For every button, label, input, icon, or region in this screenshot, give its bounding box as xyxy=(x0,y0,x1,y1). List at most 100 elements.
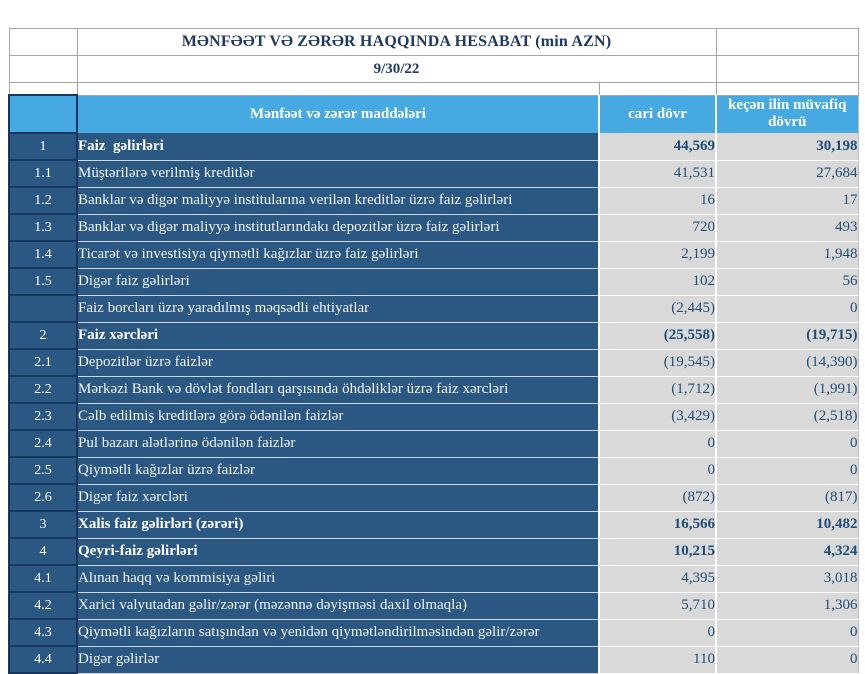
row-number: 2 xyxy=(8,321,78,350)
row-previous-value: 10,482 xyxy=(715,511,859,539)
row-label: Qiymətli kağızlar üzrə faizlər xyxy=(77,457,599,485)
row-previous-value: 56 xyxy=(715,268,859,296)
table-row: 4.2 Xarici valyutadan gəlir/zərər (məzənn… xyxy=(8,591,859,620)
row-number: 1.5 xyxy=(8,267,78,296)
row-label: Müştərilərə verilmiş kreditlər xyxy=(77,160,599,188)
row-previous-value: 493 xyxy=(715,214,859,242)
table-row: 2.1 Depozitlər üzrə faizlər (19,545) (14,39… xyxy=(8,348,859,377)
row-previous-value: (817) xyxy=(715,484,859,512)
table-row: 1.3 Banklar və digər maliyyə institutları… xyxy=(8,213,859,242)
table-row: 1 Faiz gəlirləri 44,569 30,198 xyxy=(8,132,859,161)
empty-cell xyxy=(8,55,78,83)
empty-cell xyxy=(598,82,717,96)
table-body: 1 Faiz gəlirləri 44,569 30,198 1.1 Müştərilər… xyxy=(8,132,859,674)
row-previous-value: (14,390) xyxy=(715,349,859,377)
table-row: 1.2 Banklar və digər maliyyə instituların… xyxy=(8,186,859,215)
table-row: Faiz borcları üzrə yaradılmış məqsədli e… xyxy=(8,294,859,323)
table-row: 1.1 Müştərilərə verilmiş kreditlər 41,531 2… xyxy=(8,159,859,188)
table-row: 2.2 Mərkəzi Bank və dövlət fondları qarşı… xyxy=(8,375,859,404)
table-row: 4.3 Qiymətli kağızların satışından və yen… xyxy=(8,618,859,647)
row-label: Qeyri-faiz gəlirləri xyxy=(77,538,599,566)
row-previous-value: 0 xyxy=(715,457,859,485)
row-previous-value: (19,715) xyxy=(715,322,859,350)
profit-loss-table: MƏNFƏƏT VƏ ZƏRƏR HAQQINDA HESABAT (min A… xyxy=(8,28,859,674)
row-label: Faiz xərcləri xyxy=(77,322,599,350)
spacer-row xyxy=(8,82,859,96)
row-current-value: 16 xyxy=(598,187,716,215)
row-previous-value: 0 xyxy=(715,295,859,323)
row-previous-value: 30,198 xyxy=(715,133,859,161)
table-row: 1.4 Ticarət və investisiya qiymətli kağız… xyxy=(8,240,859,269)
report-title: MƏNFƏƏT VƏ ZƏRƏR HAQQINDA HESABAT (min A… xyxy=(76,28,717,56)
row-current-value: (2,445) xyxy=(598,295,716,323)
row-number: 1.3 xyxy=(8,213,78,242)
row-previous-value: 27,684 xyxy=(715,160,859,188)
row-previous-value: 1,948 xyxy=(715,241,859,269)
table-row: 4 Qeyri-faiz gəlirləri 10,215 4,324 xyxy=(8,537,859,566)
row-label: Faiz gəlirləri xyxy=(77,133,599,161)
table-row: 2.3 Cəlb edilmiş kreditlərə görə ödənilən… xyxy=(8,402,859,431)
row-current-value: 44,569 xyxy=(598,133,716,161)
row-current-value: 0 xyxy=(598,619,716,647)
row-current-value: 41,531 xyxy=(598,160,716,188)
row-number: 4 xyxy=(8,537,78,566)
empty-cell xyxy=(76,82,600,96)
profit-loss-report: MƏNFƏƏT VƏ ZƏRƏR HAQQINDA HESABAT (min A… xyxy=(8,28,859,674)
empty-cell xyxy=(8,82,78,96)
row-previous-value: 4,324 xyxy=(715,538,859,566)
row-number: 1.1 xyxy=(8,159,78,188)
row-number: 4.1 xyxy=(8,564,78,593)
row-current-value: (872) xyxy=(598,484,716,512)
row-current-value: (25,558) xyxy=(598,322,716,350)
row-current-value: 720 xyxy=(598,214,716,242)
row-previous-value: 1,306 xyxy=(715,592,859,620)
row-number: 2.1 xyxy=(8,348,78,377)
row-label: Banklar və digər maliyyə institutlarında… xyxy=(77,214,599,242)
row-number xyxy=(8,294,78,323)
row-previous-value: (2,518) xyxy=(715,403,859,431)
table-row: 2.5 Qiymətli kağızlar üzrə faizlər 0 0 xyxy=(8,456,859,485)
column-header-items: Mənfəət və zərər maddələri xyxy=(77,94,600,133)
row-previous-value: 0 xyxy=(715,430,859,458)
column-header-current-period: cari dövr xyxy=(599,94,717,133)
row-label: Digər faiz gəlirləri xyxy=(77,268,599,296)
row-label: Qiymətli kağızların satışından və yenidə… xyxy=(77,619,599,647)
row-number: 1.2 xyxy=(8,186,78,215)
empty-cell xyxy=(715,28,859,56)
row-label: Alınan haqq və kommisiya gəliri xyxy=(77,565,599,593)
column-header-previous-period: keçən ilin müvafiq dövrü xyxy=(716,94,859,133)
row-previous-value: 17 xyxy=(715,187,859,215)
row-current-value: 16,566 xyxy=(598,511,716,539)
table-row: 2.4 Pul bazarı alətlərinə ödənilən faizlə… xyxy=(8,429,859,458)
row-current-value: 102 xyxy=(598,268,716,296)
row-number: 2.3 xyxy=(8,402,78,431)
row-label: Digər faiz xərcləri xyxy=(77,484,599,512)
row-current-value: (3,429) xyxy=(598,403,716,431)
title-row: MƏNFƏƏT VƏ ZƏRƏR HAQQINDA HESABAT (min A… xyxy=(8,28,859,56)
row-number: 4.2 xyxy=(8,591,78,620)
row-label: Xalis faiz gəlirləri (zərəri) xyxy=(77,511,599,539)
row-current-value: (19,545) xyxy=(598,349,716,377)
row-label: Cəlb edilmiş kreditlərə görə ödənilən fa… xyxy=(77,403,599,431)
row-current-value: 0 xyxy=(598,457,716,485)
empty-cell xyxy=(715,55,859,83)
row-label: Pul bazarı alətlərinə ödənilən faizlər xyxy=(77,430,599,458)
row-label: Banklar və digər maliyyə institularına v… xyxy=(77,187,599,215)
row-number: 2.4 xyxy=(8,429,78,458)
table-row: 4.1 Alınan haqq və kommisiya gəliri 4,395 3… xyxy=(8,564,859,593)
row-current-value: 4,395 xyxy=(598,565,716,593)
table-row: 2 Faiz xərcləri (25,558) (19,715) xyxy=(8,321,859,350)
row-number: 2.2 xyxy=(8,375,78,404)
row-previous-value: 0 xyxy=(715,619,859,647)
row-current-value: 10,215 xyxy=(598,538,716,566)
row-previous-value: (1,991) xyxy=(715,376,859,404)
row-number: 2.5 xyxy=(8,456,78,485)
empty-cell xyxy=(8,28,78,56)
row-number: 1.4 xyxy=(8,240,78,269)
row-current-value: 5,710 xyxy=(598,592,716,620)
empty-cell xyxy=(715,82,859,96)
row-current-value: 0 xyxy=(598,430,716,458)
table-row: 3 Xalis faiz gəlirləri (zərəri) 16,566 10,4… xyxy=(8,510,859,539)
row-number: 4.3 xyxy=(8,618,78,647)
row-number: 2.6 xyxy=(8,483,78,512)
